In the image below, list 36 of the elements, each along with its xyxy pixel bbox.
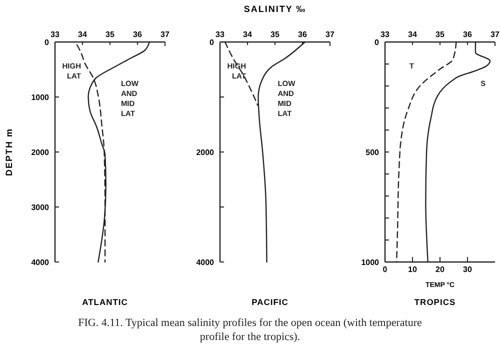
- x-tick-label: 33: [380, 30, 390, 39]
- x-tick-label: 34: [408, 30, 418, 39]
- x-tick-label: 35: [270, 30, 280, 39]
- y-tick-label: 500: [366, 148, 380, 157]
- caption: FIG. 4.11. Typical mean salinity profiles for the open ocean (with temperature profile for the tropics).: [78, 317, 422, 343]
- x-tick-label: 37: [326, 30, 335, 39]
- x-tick-label: 34: [78, 30, 88, 39]
- x-tick-label: 36: [298, 30, 308, 39]
- y-tick-label: 0: [210, 38, 215, 47]
- y-tick-label: 2000: [31, 148, 50, 157]
- y-tick-label: 4000: [31, 258, 50, 267]
- x-tick-label: 33: [50, 30, 60, 39]
- x2-tick-label: 0: [382, 265, 388, 274]
- x-tick-label: 34: [243, 30, 252, 39]
- y-tick-label: 0: [44, 38, 50, 47]
- y-tick-label: 2000: [196, 148, 215, 157]
- y-tick-label: 3000: [31, 203, 50, 212]
- x-tick-label: 37: [490, 30, 500, 39]
- x-tick-label: 35: [106, 30, 115, 39]
- text: TROPICS: [414, 297, 456, 307]
- x-tick-label: 36: [463, 30, 472, 39]
- x-tick-label: 37: [160, 30, 170, 39]
- y-tick-label: 4000: [196, 258, 215, 267]
- x2-tick-label: 20: [436, 265, 445, 274]
- y-axis-title: DEPTH m: [4, 128, 14, 176]
- text: PACIFIC: [252, 297, 288, 307]
- x2-tick-label: 10: [408, 265, 418, 274]
- x2-tick-label: 30: [463, 265, 472, 274]
- x-axis-title: SALINITY ‰: [244, 4, 306, 14]
- y-tick-label: 1000: [361, 258, 380, 267]
- y-tick-label: 1000: [31, 93, 50, 102]
- x-tick-label: 36: [133, 30, 142, 39]
- x-tick-label: 35: [436, 30, 445, 39]
- text: ATLANTIC: [82, 297, 128, 307]
- y-tick-label: 0: [374, 38, 380, 47]
- x-tick-label: 33: [216, 30, 225, 39]
